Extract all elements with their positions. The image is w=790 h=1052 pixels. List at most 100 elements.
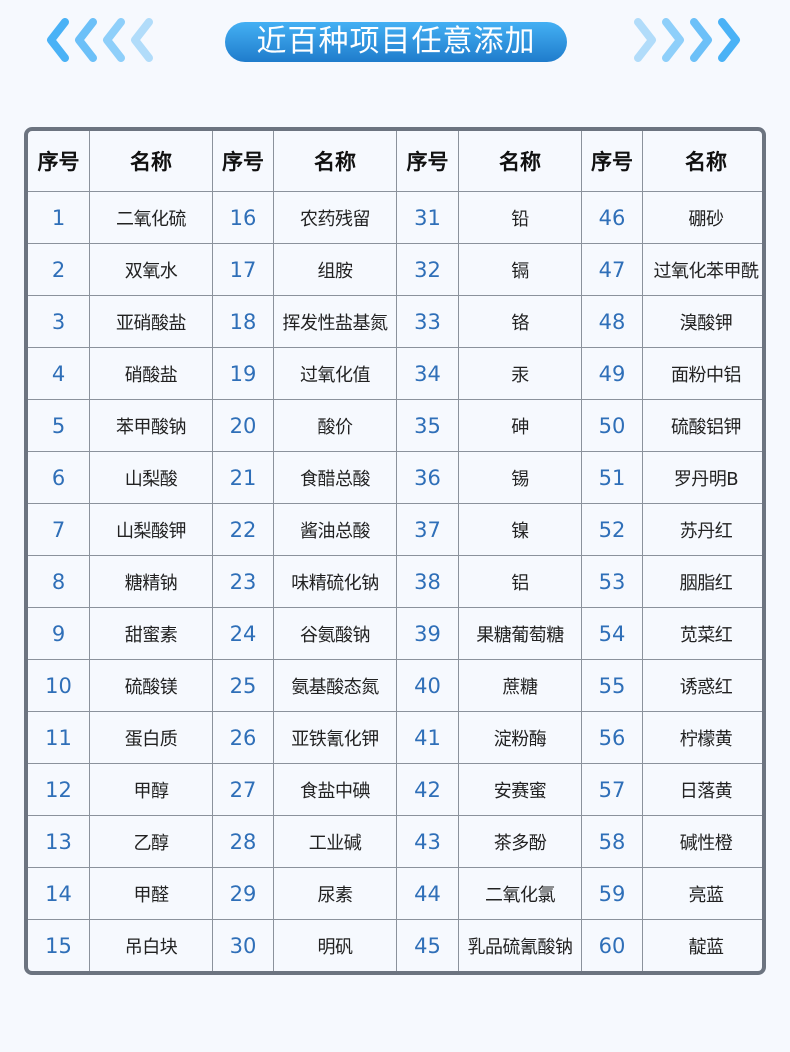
item-number: 9: [28, 607, 90, 660]
item-number: 51: [581, 451, 643, 504]
item-number: 42: [396, 763, 459, 816]
item-name: 果糖葡萄糖: [458, 607, 582, 660]
table-row: 15 吊白块 30 明矾 45 乳品硫氰酸钠 60 靛蓝: [28, 919, 762, 971]
item-name: 糖精钠: [89, 555, 213, 608]
table-row: 12 甲醇 27 食盐中碘 42 安赛蜜 57 日落黄: [28, 763, 762, 816]
item-number: 29: [212, 867, 274, 920]
item-number: 26: [212, 711, 274, 764]
item-name: 碱性橙: [642, 815, 762, 868]
item-name: 诱惑红: [642, 659, 762, 712]
table-row: 6 山梨酸 21 食醋总酸 36 锡 51 罗丹明B: [28, 451, 762, 504]
item-number: 7: [28, 503, 90, 556]
item-number: 8: [28, 555, 90, 608]
item-name: 硝酸盐: [89, 347, 213, 400]
item-number: 27: [212, 763, 274, 816]
chevron-right-icon: [690, 18, 712, 62]
item-number: 60: [581, 919, 643, 971]
item-name: 苋菜红: [642, 607, 762, 660]
table-row: 9 甜蜜素 24 谷氨酸钠 39 果糖葡萄糖 54 苋菜红: [28, 607, 762, 660]
item-number: 17: [212, 243, 274, 296]
item-name: 甜蜜素: [89, 607, 213, 660]
item-name: 甲醛: [89, 867, 213, 920]
item-number: 57: [581, 763, 643, 816]
item-number: 19: [212, 347, 274, 400]
item-name: 硫酸铝钾: [642, 399, 762, 452]
table-row: 2 双氧水 17 组胺 32 镉 47 过氧化苯甲酰: [28, 243, 762, 296]
table-row: 7 山梨酸钾 22 酱油总酸 37 镍 52 苏丹红: [28, 503, 762, 556]
item-name: 淀粉酶: [458, 711, 582, 764]
item-number: 38: [396, 555, 459, 608]
item-name: 组胺: [273, 243, 397, 296]
item-number: 21: [212, 451, 274, 504]
header-name: 名称: [273, 131, 397, 192]
item-number: 23: [212, 555, 274, 608]
item-number: 24: [212, 607, 274, 660]
item-name: 双氧水: [89, 243, 213, 296]
table-row: 11 蛋白质 26 亚铁氰化钾 41 淀粉酶 56 柠檬黄: [28, 711, 762, 764]
chevron-left-icon: [103, 18, 125, 62]
item-name: 铝: [458, 555, 582, 608]
item-name: 二氧化氯: [458, 867, 582, 920]
item-name: 砷: [458, 399, 582, 452]
item-name: 日落黄: [642, 763, 762, 816]
item-name: 靛蓝: [642, 919, 762, 971]
item-number: 30: [212, 919, 274, 971]
item-name: 山梨酸: [89, 451, 213, 504]
item-number: 4: [28, 347, 90, 400]
table-row: 1 二氧化硫 16 农药残留 31 铅 46 硼砂: [28, 191, 762, 244]
item-name: 过氧化苯甲酰: [642, 243, 762, 296]
item-name: 酸价: [273, 399, 397, 452]
item-number: 34: [396, 347, 459, 400]
item-name: 挥发性盐基氮: [273, 295, 397, 348]
item-name: 锡: [458, 451, 582, 504]
item-name: 明矾: [273, 919, 397, 971]
header-index: 序号: [581, 131, 643, 192]
item-number: 45: [396, 919, 459, 971]
item-name: 硫酸镁: [89, 659, 213, 712]
item-name: 汞: [458, 347, 582, 400]
item-name: 尿素: [273, 867, 397, 920]
item-number: 46: [581, 191, 643, 244]
item-name: 味精硫化钠: [273, 555, 397, 608]
item-number: 48: [581, 295, 643, 348]
item-name: 胭脂红: [642, 555, 762, 608]
item-number: 16: [212, 191, 274, 244]
item-number: 53: [581, 555, 643, 608]
item-name: 农药残留: [273, 191, 397, 244]
item-number: 47: [581, 243, 643, 296]
item-number: 35: [396, 399, 459, 452]
table-row: 5 苯甲酸钠 20 酸价 35 砷 50 硫酸铝钾: [28, 399, 762, 452]
item-name: 茶多酚: [458, 815, 582, 868]
item-name: 镉: [458, 243, 582, 296]
item-number: 50: [581, 399, 643, 452]
header-index: 序号: [28, 131, 90, 192]
item-name: 酱油总酸: [273, 503, 397, 556]
item-name: 乳品硫氰酸钠: [458, 919, 582, 971]
chevron-right-icon: [662, 18, 684, 62]
item-name: 铬: [458, 295, 582, 348]
item-number: 15: [28, 919, 90, 971]
item-number: 1: [28, 191, 90, 244]
item-name: 食盐中碘: [273, 763, 397, 816]
item-number: 39: [396, 607, 459, 660]
item-number: 20: [212, 399, 274, 452]
table-row: 4 硝酸盐 19 过氧化值 34 汞 49 面粉中铝: [28, 347, 762, 400]
page-title-banner: 近百种项目任意添加: [225, 22, 567, 62]
item-number: 12: [28, 763, 90, 816]
item-number: 14: [28, 867, 90, 920]
item-name: 镍: [458, 503, 582, 556]
item-number: 59: [581, 867, 643, 920]
item-name: 蛋白质: [89, 711, 213, 764]
item-name: 亮蓝: [642, 867, 762, 920]
item-number: 31: [396, 191, 459, 244]
item-number: 25: [212, 659, 274, 712]
item-number: 40: [396, 659, 459, 712]
header-name: 名称: [642, 131, 762, 192]
item-name: 工业碱: [273, 815, 397, 868]
item-number: 13: [28, 815, 90, 868]
chevron-left-icon: [47, 18, 69, 62]
table-row: 13 乙醇 28 工业碱 43 茶多酚 58 碱性橙: [28, 815, 762, 868]
item-name: 柠檬黄: [642, 711, 762, 764]
item-number: 37: [396, 503, 459, 556]
item-name: 蔗糖: [458, 659, 582, 712]
